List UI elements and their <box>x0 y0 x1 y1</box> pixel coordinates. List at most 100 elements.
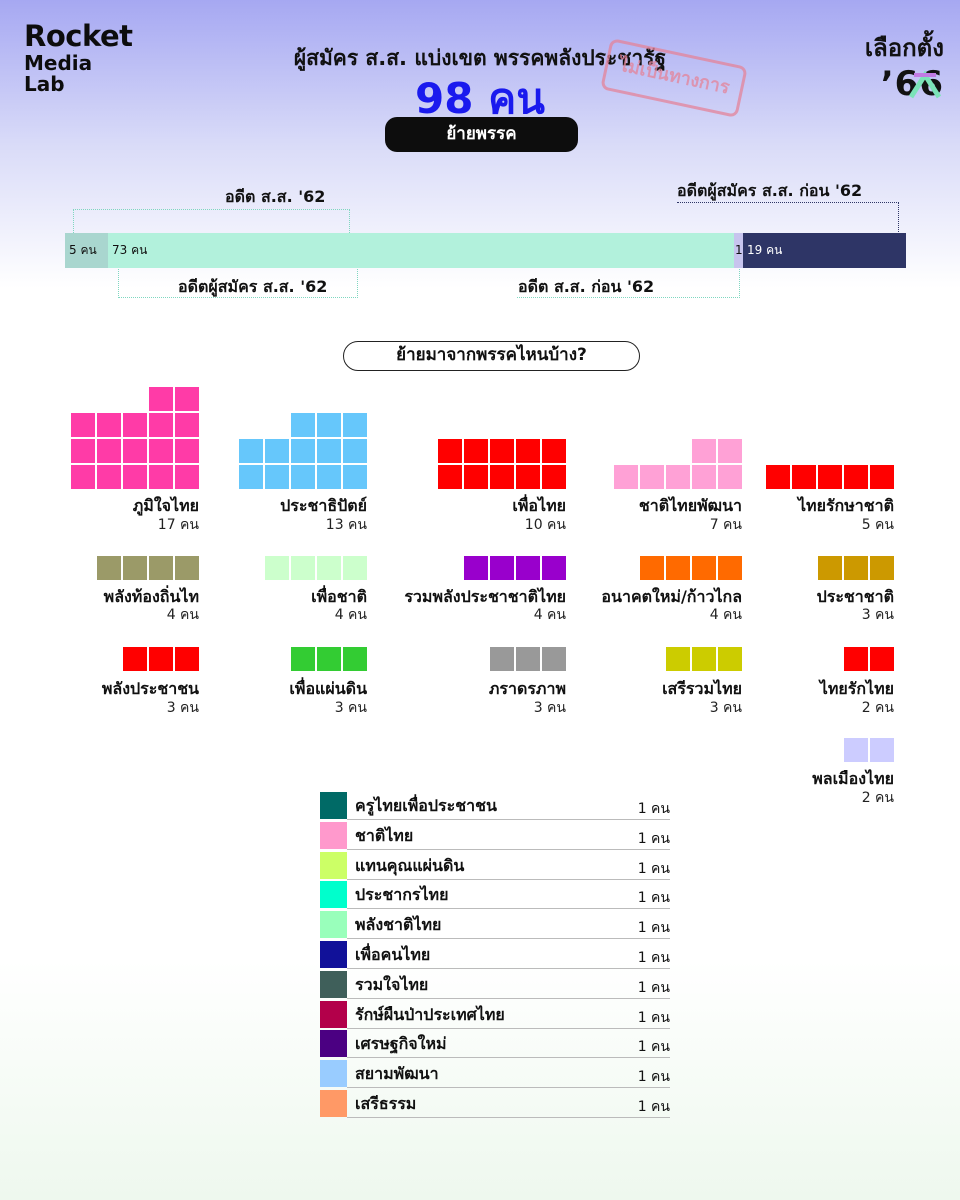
waffle-cell <box>317 647 341 671</box>
party-block: พลังประชาชน 3 คน <box>29 0 199 716</box>
waffle-cell <box>718 647 742 671</box>
waffle-cell <box>614 465 638 489</box>
color-swatch <box>320 941 347 968</box>
row-divider <box>347 1027 670 1029</box>
waffle-cell <box>123 556 147 580</box>
party-count: 4 คน <box>334 607 367 623</box>
party-count: 13 คน <box>325 517 367 533</box>
party-name: รวมใจไทย <box>355 974 429 994</box>
color-swatch <box>320 851 347 879</box>
party-count: 3 คน <box>166 700 199 716</box>
party-count: 1 คน <box>637 890 670 907</box>
party-count: 4 คน <box>533 607 566 623</box>
party-count: 10 คน <box>524 517 566 533</box>
party-count: 1 คน <box>637 1099 670 1115</box>
waffle-cell <box>692 465 716 489</box>
waffle-cell <box>844 556 868 580</box>
waffle-cell <box>870 465 894 489</box>
bar-segment: 73 คน <box>108 233 734 268</box>
waffle-cell <box>149 556 173 580</box>
color-swatch <box>320 881 347 909</box>
waffle-cell <box>718 556 742 580</box>
waffle-cell <box>149 413 173 437</box>
color-swatch <box>320 1000 347 1028</box>
bracket-former-mp-pre-62 <box>517 267 740 298</box>
waffle-cell <box>844 465 868 489</box>
party-name: ประชาธิปัตย์ <box>280 496 367 515</box>
party-block: ประชาธิปัตย์ 13 คน <box>197 0 367 533</box>
waffle-cell <box>265 465 289 489</box>
party-count: 1 คน <box>637 920 670 937</box>
waffle-cell <box>844 647 868 671</box>
table-row: เพื่อคนไทย 1 คน <box>320 941 670 969</box>
row-divider <box>347 848 670 850</box>
segment-group-label: อดีตผู้สมัคร ส.ส. ก่อน '62 <box>677 181 863 200</box>
party-name: เพื่อคนไทย <box>355 945 431 964</box>
waffle-cell <box>123 413 147 437</box>
party-block: เพื่อไทย 10 คน <box>396 0 566 533</box>
color-swatch <box>320 792 347 819</box>
party-name: ครูไทยเพื่อประชาชน <box>355 796 497 815</box>
row-divider <box>347 1057 670 1059</box>
party-name: ชาติไทย <box>355 825 414 845</box>
waffle-cell <box>175 387 199 411</box>
color-swatch <box>320 911 347 939</box>
party-count: 3 คน <box>334 700 367 716</box>
table-row: พลังชาติไทย 1 คน <box>320 911 670 940</box>
color-swatch <box>320 1030 347 1058</box>
party-name: ไทยรักไทย <box>819 679 894 698</box>
party-count: 1 คน <box>637 1039 670 1056</box>
table-row: ครูไทยเพื่อประชาชน 1 คน <box>320 792 670 820</box>
waffle-cell <box>149 647 173 671</box>
waffle-cell <box>291 413 315 437</box>
party-block: เพื่อชาติ 4 คน <box>197 0 367 623</box>
party-count: 1 คน <box>637 1009 670 1026</box>
waffle-cell <box>175 647 199 671</box>
table-row: ประชากรไทย 1 คน <box>320 881 670 910</box>
waffle-cell <box>818 556 842 580</box>
waffle-cell <box>438 439 462 463</box>
party-count: 2 คน <box>861 700 894 716</box>
waffle-cell <box>343 556 367 580</box>
party-count: 7 คน <box>709 517 742 533</box>
party-count: 3 คน <box>709 700 742 716</box>
segment-group-label: อดีต ส.ส. '62 <box>225 187 326 206</box>
table-row: เสรีธรรม 1 คน <box>320 1090 670 1118</box>
waffle-cell <box>818 465 842 489</box>
waffle-cell <box>317 413 341 437</box>
party-count: 3 คน <box>861 607 894 623</box>
election-logo-line-1: เลือกตั้ง <box>864 34 944 62</box>
waffle-cell <box>343 647 367 671</box>
party-count: 1 คน <box>637 860 670 877</box>
party-block: ภูมิใจไทย 17 คน <box>29 0 199 533</box>
waffle-cell <box>542 465 566 489</box>
party-name: พลังประชาชน <box>101 679 199 698</box>
waffle-cell <box>71 465 95 489</box>
waffle-cell <box>123 439 147 463</box>
waffle-cell <box>718 439 742 463</box>
party-block: ไทยรักไทย 2 คน <box>724 0 894 716</box>
party-name: เพื่อชาติ <box>311 587 367 606</box>
section-question: ย้ายมาจากพรรคไหนบ้าง? <box>343 341 640 371</box>
party-count: 2 คน <box>861 790 894 806</box>
party-name: ภราดรภาพ <box>488 679 566 698</box>
waffle-cell <box>123 465 147 489</box>
waffle-cell <box>692 556 716 580</box>
waffle-cell <box>542 647 566 671</box>
party-count: 1 คน <box>637 1069 670 1086</box>
waffle-cell <box>97 439 121 463</box>
party-block: ภราดรภาพ 3 คน <box>396 0 566 716</box>
party-name: ไทยรักษาชาติ <box>797 496 894 515</box>
table-row: รวมใจไทย 1 คน <box>320 970 670 999</box>
waffle-cell <box>149 465 173 489</box>
waffle-cell <box>870 556 894 580</box>
waffle-cell <box>149 387 173 411</box>
brand-line-2: Media <box>24 51 93 75</box>
party-block: พลังท้องถิ่นไท 4 คน <box>29 0 199 623</box>
waffle-cell <box>97 556 121 580</box>
waffle-cell <box>490 647 514 671</box>
party-name: เสรีธรรม <box>355 1094 417 1113</box>
party-block: พลเมืองไทย 2 คน <box>724 0 894 806</box>
color-swatch <box>320 1060 347 1088</box>
waffle-cell <box>149 439 173 463</box>
